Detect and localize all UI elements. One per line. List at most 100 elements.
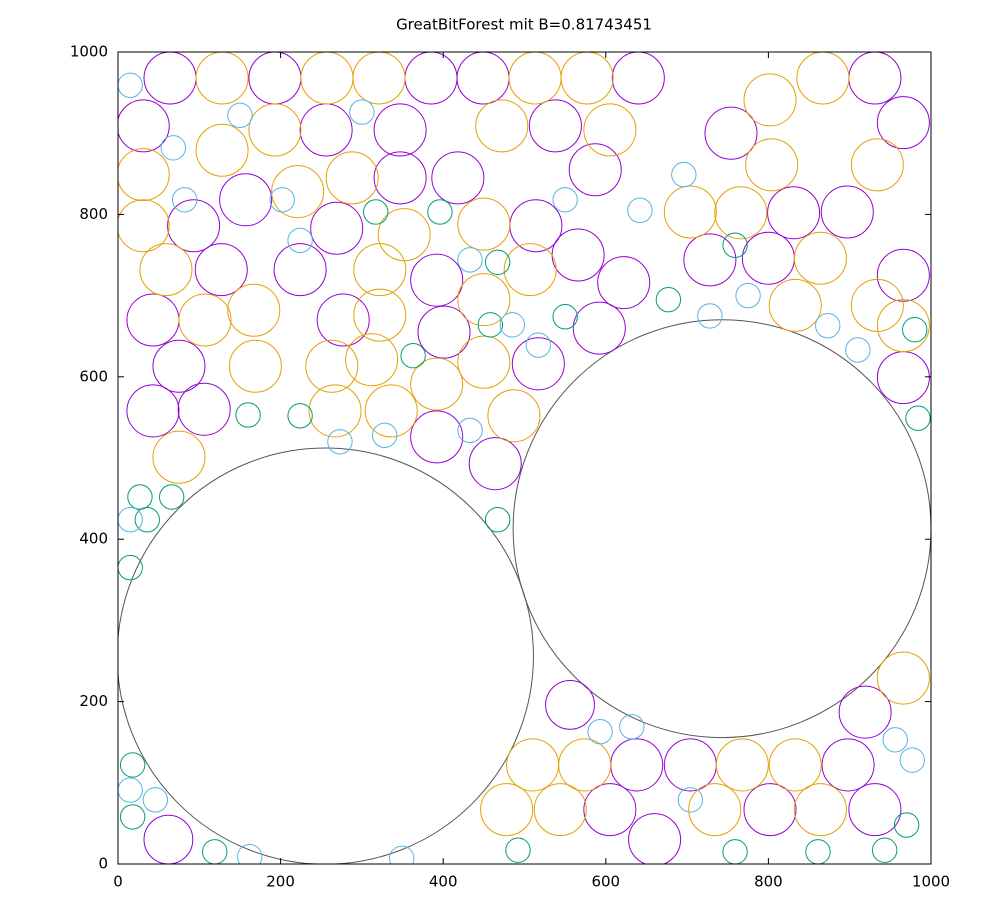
circle-mark — [457, 197, 511, 251]
x-tick-label: 200 — [266, 873, 295, 891]
circle-mark — [410, 410, 464, 464]
circle-mark — [349, 99, 375, 125]
x-tick-label: 400 — [429, 873, 458, 891]
circle-mark — [287, 227, 313, 254]
circle-mark — [715, 738, 769, 792]
circle-mark — [714, 186, 768, 240]
circle-mark — [118, 199, 170, 253]
circle-mark — [512, 319, 931, 739]
circle-mark — [525, 332, 552, 358]
circle-mark — [417, 305, 471, 359]
circle-mark — [457, 273, 511, 327]
circle-mark — [177, 382, 231, 436]
circle-mark — [171, 187, 198, 213]
circle-mark — [219, 173, 273, 227]
circle-mark — [352, 52, 406, 105]
x-tick-label: 800 — [754, 873, 783, 891]
circle-mark — [167, 199, 221, 253]
circle-mark — [683, 233, 737, 287]
circle-mark — [902, 317, 928, 343]
circle-mark — [484, 249, 511, 276]
y-tick-label: 200 — [79, 692, 108, 710]
circle-mark — [545, 679, 595, 730]
circle-mark — [697, 303, 723, 329]
circle-mark — [745, 138, 799, 192]
circle-mark — [821, 738, 875, 792]
circle-mark — [316, 293, 370, 347]
circle-mark — [499, 312, 525, 338]
circle-mark — [583, 103, 637, 157]
circle-mark — [533, 783, 587, 837]
circle-mark — [815, 312, 841, 339]
circle-mark — [487, 389, 541, 443]
plot-area — [118, 52, 931, 864]
circle-mark — [119, 752, 146, 778]
chart-title: GreatBitForest mit B=0.81743451 — [396, 16, 652, 34]
circle-mark — [410, 253, 464, 307]
circle-mark — [228, 339, 282, 393]
circle-mark — [572, 301, 626, 355]
circle-mark — [353, 288, 407, 342]
circle-mark — [152, 339, 206, 393]
circle-mark — [373, 103, 427, 157]
circle-mark — [663, 185, 717, 239]
circle-mark — [160, 135, 186, 161]
circle-mark — [704, 106, 758, 160]
circle-mark — [505, 837, 531, 863]
circle-mark — [722, 839, 748, 864]
circle-mark — [195, 52, 249, 105]
x-tick-label: 0 — [113, 873, 123, 891]
circle-mark — [248, 103, 302, 157]
circle-mark — [743, 783, 797, 837]
circle-mark — [287, 403, 313, 429]
circle-mark — [848, 783, 902, 837]
circle-mark — [893, 812, 920, 838]
circle-mark — [793, 231, 847, 285]
circle-mark — [308, 384, 362, 438]
circle-mark — [899, 747, 925, 773]
circle-mark — [628, 813, 682, 864]
circle-mark — [655, 286, 682, 313]
circle-mark — [619, 714, 645, 740]
circle-mark — [876, 96, 930, 150]
circle-mark — [768, 738, 822, 792]
circle-mark — [905, 405, 931, 431]
circle-mark — [850, 278, 904, 332]
circle-mark — [126, 384, 180, 438]
circle-mark — [373, 151, 427, 205]
circle-mark — [271, 165, 325, 219]
circle-mark — [876, 651, 930, 705]
circle-mark — [119, 804, 146, 830]
circle-mark — [227, 283, 281, 337]
x-tick-label: 1000 — [912, 873, 950, 891]
circle-mark — [627, 197, 653, 224]
plot-border — [117, 51, 932, 865]
circle-mark — [767, 186, 821, 240]
circle-mark — [118, 148, 170, 202]
circle-mark — [743, 73, 797, 127]
circle-mark — [511, 337, 565, 391]
circle-mark — [480, 783, 534, 837]
circle-mark — [796, 52, 850, 105]
circle-mark — [363, 199, 389, 225]
circle-mark — [327, 429, 353, 455]
circle-mark — [768, 278, 822, 332]
circle-mark — [364, 384, 418, 438]
circle-mark — [722, 232, 748, 258]
circle-mark — [876, 299, 930, 353]
circle-mark — [468, 437, 522, 491]
circle-mark — [389, 845, 415, 864]
circle-mark — [845, 337, 871, 363]
circle-mark — [560, 52, 614, 105]
circle-mark — [457, 247, 483, 273]
circle-mark — [202, 839, 228, 864]
y-tick-label: 800 — [79, 205, 108, 223]
circle-mark — [158, 484, 185, 510]
circle-mark — [118, 99, 170, 153]
circle-mark — [850, 138, 904, 192]
circle-mark — [194, 243, 248, 297]
circle-mark — [143, 814, 194, 864]
circle-mark — [484, 507, 511, 533]
